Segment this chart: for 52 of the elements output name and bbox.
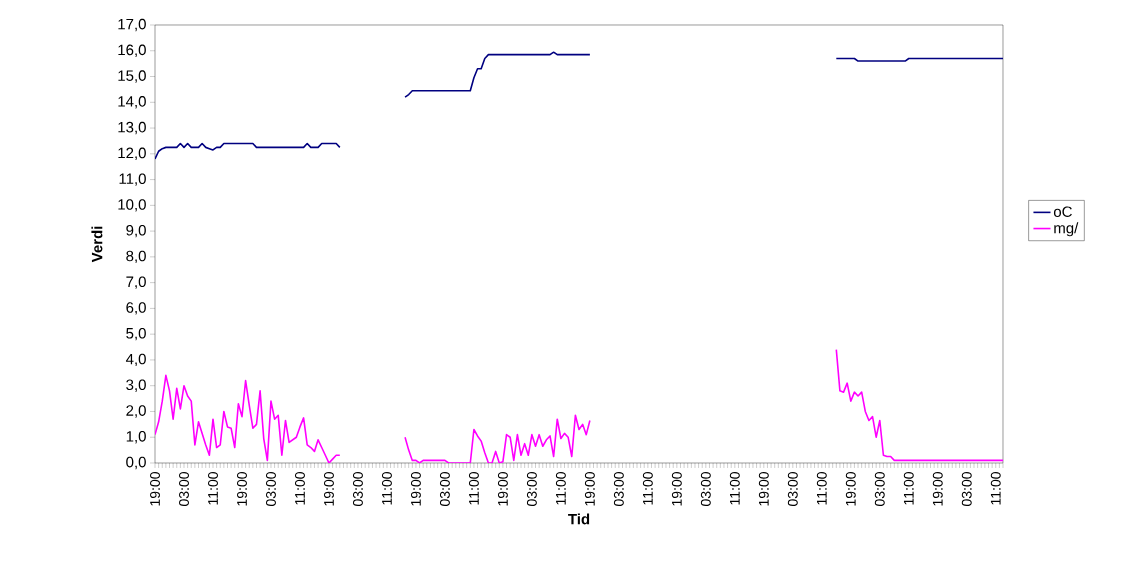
- y-tick-label: 5,0: [126, 327, 146, 341]
- x-tick-label: 11:00: [729, 472, 740, 505]
- x-tick-label: 03:00: [961, 472, 972, 507]
- x-tick-label: 19:00: [671, 472, 682, 506]
- x-tick-label: 03:00: [613, 472, 624, 507]
- x-tick-label: 03:00: [439, 472, 450, 507]
- y-tick-label: 13,0: [118, 121, 146, 135]
- x-tick-label: 11:00: [903, 472, 914, 505]
- legend-label: mg/: [1054, 222, 1079, 237]
- x-tick-label: 03:00: [352, 472, 363, 507]
- y-tick-label: 17,0: [118, 18, 146, 32]
- y-tick-label: 10,0: [118, 199, 146, 212]
- x-tick-label: 11:00: [381, 472, 392, 505]
- y-tick-label: 6,0: [126, 302, 146, 315]
- y-tick-label: 8,0: [126, 250, 146, 264]
- x-tick-label: 19:00: [932, 472, 943, 506]
- y-tick-label: 4,0: [125, 353, 146, 367]
- x-tick-label: 11:00: [555, 472, 566, 505]
- x-tick-label: 19:00: [497, 472, 508, 506]
- x-tick-label: 19:00: [584, 472, 595, 506]
- x-tick-label: 11:00: [642, 472, 653, 505]
- x-axis-title: Tid: [568, 513, 590, 525]
- x-tick-label: 19:00: [323, 472, 334, 506]
- x-tick-label: 19:00: [150, 472, 160, 506]
- y-tick-label: 16,0: [118, 44, 146, 57]
- x-tick-label: 11:00: [468, 472, 479, 505]
- x-tick-label: 03:00: [266, 472, 276, 507]
- x-tick-label: 03:00: [179, 472, 189, 507]
- y-tick-label: 7,0: [126, 276, 146, 289]
- y-tick-label: 1,0: [126, 431, 146, 444]
- y-tick-label: 12,0: [118, 147, 146, 161]
- y-tick-label: 0,0: [126, 456, 146, 470]
- y-tick-label: 2,0: [126, 405, 146, 418]
- y-axis-title: Verdi: [91, 226, 103, 263]
- y-tick-label: 15,0: [118, 70, 146, 83]
- y-tick-label: 11,0: [119, 173, 146, 186]
- x-tick-label: 19:00: [410, 472, 421, 506]
- x-tick-label: 03:00: [874, 472, 885, 507]
- x-tick-label: 03:00: [787, 472, 798, 507]
- x-tick-label: 11:00: [208, 472, 218, 505]
- x-tick-label: 11:00: [816, 472, 827, 505]
- x-tick-label: 11:00: [295, 472, 305, 505]
- x-tick-label: 19:00: [845, 472, 856, 506]
- legend-label: oC: [1053, 206, 1072, 217]
- x-tick-label: 19:00: [758, 472, 769, 506]
- x-tick-label: 11:00: [990, 472, 1001, 505]
- x-tick-label: 03:00: [526, 472, 537, 507]
- x-tick-label: 19:00: [237, 472, 247, 506]
- y-tick-label: 9,0: [126, 224, 146, 238]
- y-tick-label: 14,0: [118, 96, 146, 109]
- x-tick-label: 03:00: [700, 472, 711, 507]
- y-tick-label: 3,0: [126, 379, 146, 392]
